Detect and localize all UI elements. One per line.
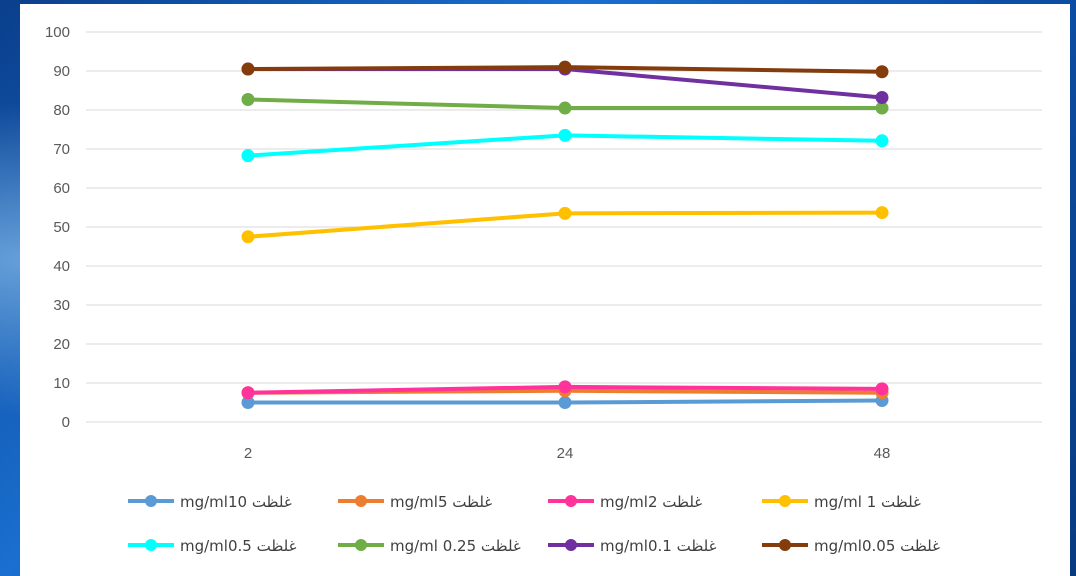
data-point (875, 101, 889, 115)
y-tick-label: 90 (53, 63, 70, 80)
data-point (558, 396, 572, 409)
data-point (558, 380, 572, 394)
legend-label: mg/ml2 غلظت (600, 493, 702, 511)
legend: mg/ml10 غلظت mg/ml5 غلظت mg/ml2 غلظت mg/ml … (128, 493, 940, 555)
data-point (875, 382, 889, 396)
data-point (558, 206, 572, 220)
data-point (241, 396, 255, 409)
y-tick-label: 60 (53, 180, 70, 197)
series-2 (241, 380, 889, 400)
data-point (558, 101, 572, 115)
data-point (241, 386, 255, 400)
gridlines (86, 31, 1042, 423)
y-tick-label: 40 (53, 258, 70, 275)
legend-item: mg/ml0.05 غلظت (762, 537, 940, 555)
legend-item: mg/ml5 غلظت (338, 493, 492, 511)
y-tick-label: 100 (45, 24, 70, 41)
legend-label: mg/ml0.05 غلظت (814, 537, 940, 555)
series-3 (241, 206, 889, 244)
x-tick-label: 48 (874, 445, 891, 462)
legend-item: mg/ml2 غلظت (548, 493, 702, 511)
legend-item: mg/ml10 غلظت (128, 493, 292, 511)
y-axis-ticks: 0 10 20 30 40 50 60 70 80 90 100 (45, 24, 70, 431)
x-tick-label: 2 (244, 445, 252, 462)
data-point (875, 206, 889, 220)
legend-label: mg/ml10 غلظت (180, 493, 292, 511)
data-point (241, 149, 255, 163)
data-point (875, 91, 889, 105)
legend-swatch-marker (779, 539, 791, 551)
data-point (241, 230, 255, 244)
x-tick-label: 24 (557, 445, 574, 462)
data-point (875, 134, 889, 148)
legend-label: mg/ml0.5 غلظت (180, 537, 297, 555)
series-5 (241, 92, 889, 115)
series-7 (241, 60, 889, 79)
y-tick-label: 30 (53, 297, 70, 314)
legend-swatch-marker (145, 539, 157, 551)
legend-swatch-marker (355, 495, 367, 507)
series-4 (241, 128, 889, 163)
y-tick-label: 80 (53, 102, 70, 119)
data-point (241, 62, 255, 76)
legend-item: mg/ml 0.25 غلظت (338, 537, 521, 555)
legend-swatch-marker (779, 495, 791, 507)
y-tick-label: 0 (62, 414, 70, 431)
legend-item: mg/ml0.5 غلظت (128, 537, 297, 555)
legend-label: mg/ml5 غلظت (390, 493, 492, 511)
legend-label: mg/ml 1 غلظت (814, 493, 921, 511)
legend-item: mg/ml 1 غلظت (762, 493, 921, 511)
y-tick-label: 50 (53, 219, 70, 236)
legend-swatch-marker (565, 539, 577, 551)
legend-swatch-marker (145, 495, 157, 507)
legend-label: mg/ml 0.25 غلظت (390, 537, 521, 555)
legend-label: mg/ml0.1 غلظت (600, 537, 717, 555)
data-point (558, 60, 572, 74)
data-point (558, 128, 572, 142)
y-tick-label: 20 (53, 336, 70, 353)
legend-item: mg/ml0.1 غلظت (548, 537, 717, 555)
x-axis-ticks: 2 24 48 (244, 445, 891, 462)
data-point (875, 65, 889, 79)
y-tick-label: 70 (53, 141, 70, 158)
data-point (241, 92, 255, 106)
line-chart: 0 10 20 30 40 50 60 70 80 90 100 2 24 48 mg/ml10 غلظ… (45, 24, 1042, 555)
legend-swatch-marker (355, 539, 367, 551)
y-tick-label: 10 (53, 375, 70, 392)
series-lines (241, 60, 889, 409)
chart-panel: 0 10 20 30 40 50 60 70 80 90 100 2 24 48 mg/ml10 غلظ… (20, 4, 1070, 576)
legend-swatch-marker (565, 495, 577, 507)
